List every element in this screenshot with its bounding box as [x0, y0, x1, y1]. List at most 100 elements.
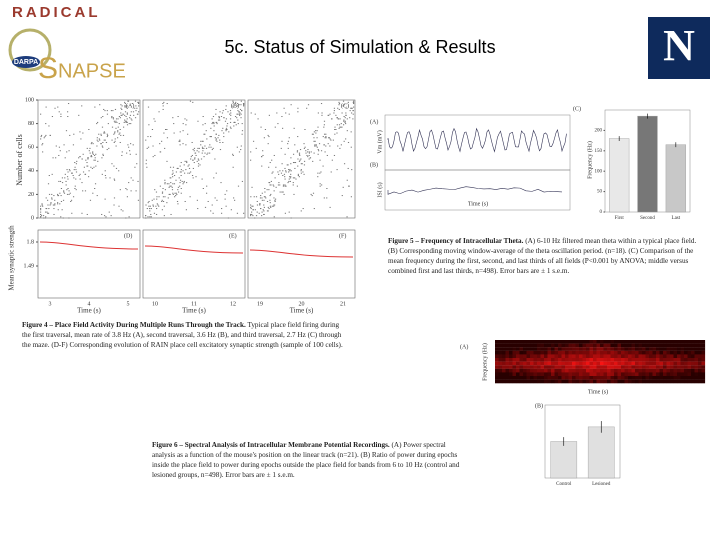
spectrogram-cell — [666, 368, 671, 373]
spectrogram-cell — [593, 354, 597, 359]
spectrogram-cell — [691, 347, 695, 351]
spike — [229, 126, 232, 128]
spectrogram-cell — [694, 379, 699, 384]
spectrogram-cell — [540, 343, 545, 348]
x-axis-label: Time (s) — [588, 388, 608, 395]
spectrogram-cell — [551, 350, 555, 355]
spectrogram-cell — [593, 343, 597, 348]
spectrogram-cell — [565, 347, 569, 351]
spike — [161, 192, 164, 194]
spectrogram-cell — [673, 372, 678, 377]
spectrogram-cell — [509, 372, 513, 377]
spike — [106, 136, 108, 138]
spike — [52, 204, 55, 206]
spectrogram-cell — [649, 368, 653, 373]
spike — [161, 200, 163, 202]
y-tick-label: 200 — [595, 129, 603, 134]
spectrogram-cell — [495, 347, 499, 351]
spike — [264, 129, 267, 130]
spike — [176, 200, 179, 202]
spike — [297, 173, 299, 175]
spectrogram-cell — [698, 379, 702, 384]
spectrogram-cell — [596, 361, 601, 366]
spike — [126, 196, 129, 198]
spike — [353, 100, 355, 102]
spectrogram-cell — [526, 372, 531, 377]
spike — [48, 175, 50, 177]
spike — [154, 154, 156, 156]
spectrogram-cell — [526, 354, 531, 359]
spike — [182, 170, 184, 172]
spike — [134, 166, 136, 168]
x-tick-label: 19 — [257, 301, 263, 307]
spike — [98, 138, 100, 140]
spectrogram-cell — [582, 354, 587, 359]
spectrogram-cell — [519, 347, 524, 351]
spike — [103, 132, 105, 134]
spike — [343, 104, 346, 106]
spectrogram-cell — [642, 361, 646, 366]
spectrogram-cell — [621, 365, 625, 369]
spike — [74, 162, 76, 164]
spike — [74, 188, 76, 189]
spike — [78, 157, 80, 159]
spectrogram-cell — [600, 343, 604, 348]
spectrogram-cell — [582, 358, 587, 362]
spectrogram-cell — [677, 372, 681, 377]
spectrogram-cell — [624, 379, 629, 384]
spike — [261, 192, 263, 194]
spectrogram-cell — [663, 365, 667, 369]
spike — [126, 113, 128, 115]
spike — [106, 149, 108, 151]
spectrogram-cell — [505, 372, 510, 377]
spike — [197, 158, 199, 160]
spike — [103, 215, 106, 217]
caption-title: Figure 5 – Frequency of Intracellular Th… — [388, 237, 524, 245]
spike — [48, 208, 50, 210]
spike — [225, 105, 227, 107]
spectrogram-cell — [673, 354, 678, 359]
spectrogram-cell — [677, 376, 681, 380]
spike — [222, 141, 224, 143]
spike — [69, 192, 71, 194]
spike — [64, 157, 66, 159]
spike — [229, 110, 232, 112]
spike — [251, 205, 253, 207]
spectrogram-cell — [589, 368, 594, 373]
spike — [217, 119, 220, 121]
spectrogram-cell — [638, 343, 643, 348]
x-axis-label: Time (s) — [182, 307, 206, 315]
spectrogram-cell — [624, 372, 629, 377]
spike — [42, 215, 45, 217]
spectrogram-cell — [547, 340, 552, 344]
spike — [94, 157, 96, 159]
x-axis-label: Time (s) — [468, 200, 488, 207]
program-logo: NAPSE — [58, 60, 126, 82]
spike — [224, 193, 226, 195]
spectrogram-cell — [673, 365, 678, 369]
spectrogram-cell — [554, 372, 559, 377]
spike — [67, 178, 69, 180]
spectrogram-cell — [495, 354, 499, 359]
spike — [125, 120, 128, 122]
spike — [212, 116, 215, 118]
spectrogram-cell — [586, 354, 590, 359]
spike — [269, 205, 272, 207]
spectrogram-cell — [659, 354, 664, 359]
x-tick-label: 21 — [340, 301, 346, 307]
spike — [131, 103, 133, 105]
spike — [241, 180, 244, 182]
spike — [136, 113, 139, 115]
spectrogram-cell — [547, 368, 552, 373]
caption-title: Figure 4 – Place Field Activity During M… — [22, 321, 246, 329]
spectrogram-cell — [670, 365, 674, 369]
spike — [178, 177, 180, 179]
spectrogram-cell — [519, 358, 524, 362]
spike — [254, 217, 256, 219]
category-label: Lesioned — [592, 482, 611, 487]
spectrogram-cell — [677, 347, 681, 351]
spike — [43, 137, 45, 139]
spike — [118, 133, 120, 135]
spectrogram-cell — [666, 354, 671, 359]
spike — [317, 153, 319, 155]
